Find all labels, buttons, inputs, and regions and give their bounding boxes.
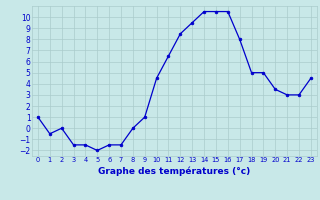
- X-axis label: Graphe des températures (°c): Graphe des températures (°c): [98, 166, 251, 176]
